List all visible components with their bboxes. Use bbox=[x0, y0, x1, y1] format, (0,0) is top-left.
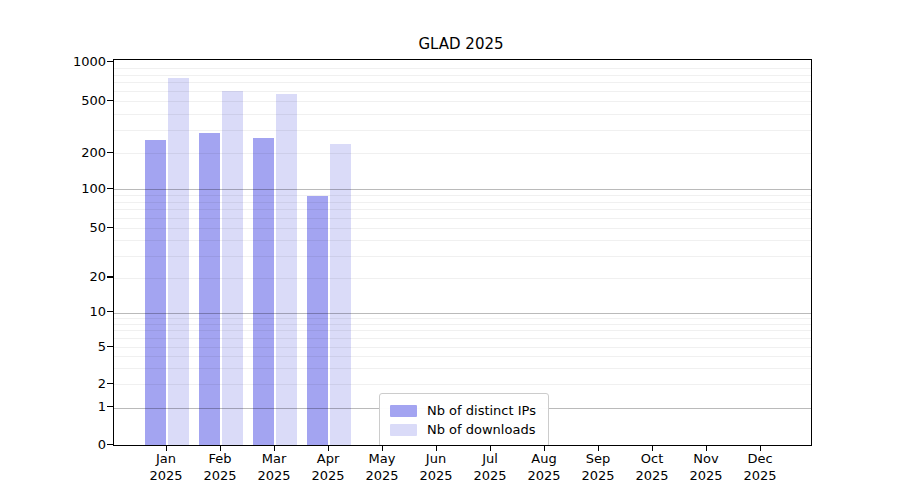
legend-label: Nb of distinct IPs bbox=[427, 403, 536, 418]
x-tick-year: 2025 bbox=[743, 467, 776, 484]
y-tick-label: 0 bbox=[0, 436, 106, 453]
legend-row: Nb of distinct IPs bbox=[390, 401, 538, 420]
gridline-minor bbox=[114, 256, 811, 257]
legend-label: Nb of downloads bbox=[427, 422, 535, 437]
gridline-minor bbox=[114, 384, 811, 385]
gridline-minor bbox=[114, 68, 811, 69]
gridline-minor bbox=[114, 318, 811, 319]
y-tick-mark bbox=[107, 188, 113, 189]
x-tick-month: Apr bbox=[311, 450, 344, 467]
x-tick-year: 2025 bbox=[257, 467, 290, 484]
y-tick-label: 5 bbox=[0, 338, 106, 355]
y-tick-mark bbox=[107, 227, 113, 228]
legend-swatch bbox=[390, 405, 417, 417]
x-tick-month: Aug bbox=[527, 450, 560, 467]
gridline-major bbox=[114, 313, 811, 314]
x-tick-year: 2025 bbox=[689, 467, 722, 484]
gridline-minor bbox=[114, 347, 811, 348]
gridline-minor bbox=[114, 202, 811, 203]
x-tick-year: 2025 bbox=[149, 467, 182, 484]
x-tick-month: Oct bbox=[635, 450, 668, 467]
y-tick-mark bbox=[107, 276, 113, 277]
x-tick-label-nov: Nov2025 bbox=[689, 450, 722, 484]
x-tick-month: Jan bbox=[149, 450, 182, 467]
gridline-minor bbox=[114, 209, 811, 210]
x-tick-label-mar: Mar2025 bbox=[257, 450, 290, 484]
y-tick-label: 2 bbox=[0, 375, 106, 392]
gridline-minor bbox=[114, 356, 811, 357]
y-tick-label: 100 bbox=[0, 180, 106, 197]
x-tick-month: Jul bbox=[473, 450, 506, 467]
gridline-major bbox=[114, 189, 811, 190]
x-tick-year: 2025 bbox=[581, 467, 614, 484]
x-tick-label-sep: Sep2025 bbox=[581, 450, 614, 484]
y-tick-mark bbox=[107, 383, 113, 384]
x-tick-label-jan: Jan2025 bbox=[149, 450, 182, 484]
y-tick-label: 1 bbox=[0, 398, 106, 415]
y-tick-label: 10 bbox=[0, 303, 106, 320]
x-tick-label-aug: Aug2025 bbox=[527, 450, 560, 484]
y-tick-label: 20 bbox=[0, 268, 106, 285]
y-tick-label: 200 bbox=[0, 144, 106, 161]
gridline-minor bbox=[114, 75, 811, 76]
gridline-minor bbox=[114, 368, 811, 369]
x-tick-month: Jun bbox=[419, 450, 452, 467]
gridline-minor bbox=[114, 330, 811, 331]
y-tick-mark bbox=[107, 100, 113, 101]
gridline-minor bbox=[114, 338, 811, 339]
legend-swatch bbox=[390, 424, 417, 436]
x-tick-label-dec: Dec2025 bbox=[743, 450, 776, 484]
x-tick-label-may: May2025 bbox=[365, 450, 398, 484]
y-tick-label: 500 bbox=[0, 92, 106, 109]
gridline-minor bbox=[114, 82, 811, 83]
legend: Nb of distinct IPs Nb of downloads bbox=[379, 393, 549, 446]
chart-title: GLAD 2025 bbox=[418, 35, 503, 53]
y-tick-label: 50 bbox=[0, 219, 106, 236]
y-tick-mark bbox=[107, 346, 113, 347]
y-tick-mark bbox=[107, 152, 113, 153]
gridline-minor bbox=[114, 91, 811, 92]
gridline-minor bbox=[114, 153, 811, 154]
gridline-minor bbox=[114, 218, 811, 219]
gridline-minor bbox=[114, 114, 811, 115]
grid-layer bbox=[114, 60, 811, 445]
x-tick-label-apr: Apr2025 bbox=[311, 450, 344, 484]
x-tick-year: 2025 bbox=[419, 467, 452, 484]
x-tick-year: 2025 bbox=[203, 467, 236, 484]
x-tick-month: Sep bbox=[581, 450, 614, 467]
x-tick-month: Mar bbox=[257, 450, 290, 467]
gridline-minor bbox=[114, 324, 811, 325]
gridline-minor bbox=[114, 240, 811, 241]
plot-area: Nb of distinct IPs Nb of downloads bbox=[113, 59, 812, 446]
x-tick-month: Feb bbox=[203, 450, 236, 467]
gridline-minor bbox=[114, 195, 811, 196]
x-tick-year: 2025 bbox=[635, 467, 668, 484]
gridline-minor bbox=[114, 228, 811, 229]
x-tick-month: Nov bbox=[689, 450, 722, 467]
y-tick-mark bbox=[107, 406, 113, 407]
y-tick-mark bbox=[107, 444, 113, 445]
x-tick-year: 2025 bbox=[527, 467, 560, 484]
x-tick-year: 2025 bbox=[473, 467, 506, 484]
gridline-minor bbox=[114, 130, 811, 131]
chart-figure: GLAD 2025 Nb of distinct IPs Nb of downlo… bbox=[0, 0, 900, 500]
x-tick-year: 2025 bbox=[365, 467, 398, 484]
x-tick-label-jul: Jul2025 bbox=[473, 450, 506, 484]
x-tick-label-jun: Jun2025 bbox=[419, 450, 452, 484]
x-tick-year: 2025 bbox=[311, 467, 344, 484]
x-tick-month: Dec bbox=[743, 450, 776, 467]
y-tick-label: 1000 bbox=[0, 53, 106, 70]
x-tick-label-oct: Oct2025 bbox=[635, 450, 668, 484]
gridline-minor bbox=[114, 101, 811, 102]
x-tick-month: May bbox=[365, 450, 398, 467]
y-tick-mark bbox=[107, 61, 113, 62]
gridline-minor bbox=[114, 278, 811, 279]
legend-row: Nb of downloads bbox=[390, 420, 538, 439]
y-tick-mark bbox=[107, 311, 113, 312]
x-tick-label-feb: Feb2025 bbox=[203, 450, 236, 484]
